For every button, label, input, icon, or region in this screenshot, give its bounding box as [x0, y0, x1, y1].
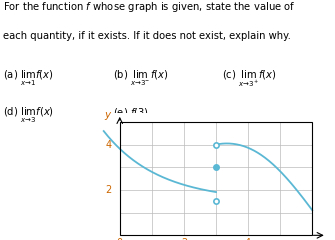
Text: 2: 2	[181, 238, 187, 240]
Text: $x$: $x$	[321, 238, 329, 240]
Text: (d) $\lim_{x\to 3} f(x)$: (d) $\lim_{x\to 3} f(x)$	[3, 106, 54, 126]
Text: (c) $\lim_{x\to 3^+} f(x)$: (c) $\lim_{x\to 3^+} f(x)$	[222, 68, 277, 89]
Text: $y$: $y$	[104, 110, 113, 122]
Text: each quantity, if it exists. If it does not exist, explain why.: each quantity, if it exists. If it does …	[3, 31, 291, 41]
Text: (a) $\lim_{x\to 1} f(x)$: (a) $\lim_{x\to 1} f(x)$	[3, 68, 54, 88]
Bar	[120, 122, 312, 235]
Text: (b) $\lim_{x\to 3^-} f(x)$: (b) $\lim_{x\to 3^-} f(x)$	[113, 68, 169, 88]
Text: (e) $f(3)$: (e) $f(3)$	[113, 106, 149, 119]
Text: 4: 4	[106, 140, 112, 150]
Text: For the function $f$ whose graph is given, state the value of: For the function $f$ whose graph is give…	[3, 0, 296, 14]
Text: 4: 4	[245, 238, 251, 240]
Text: 2: 2	[106, 185, 112, 195]
Text: 0: 0	[117, 238, 123, 240]
